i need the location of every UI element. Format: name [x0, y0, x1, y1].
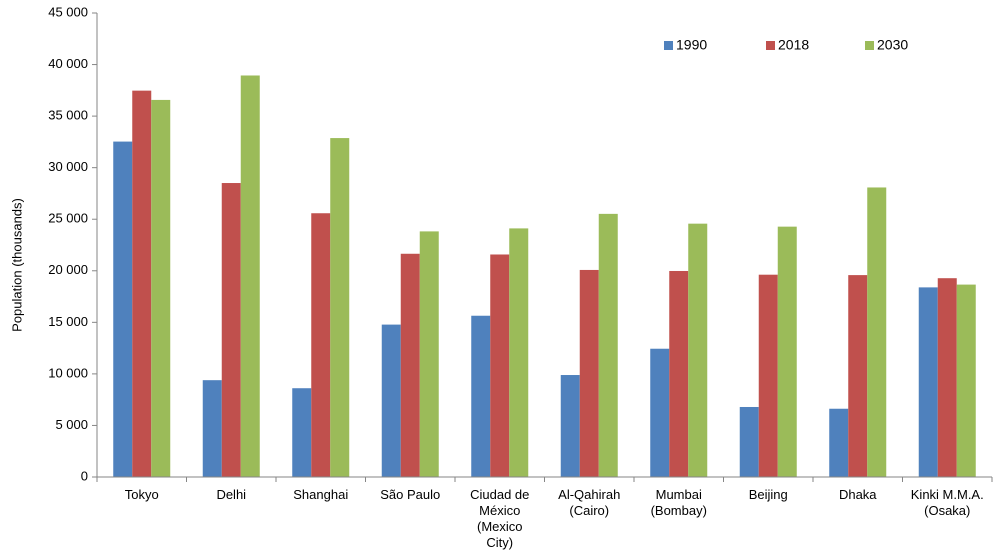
bar-1990 — [650, 348, 670, 477]
bar-1990 — [560, 375, 580, 477]
x-category-label: Shanghai — [293, 487, 348, 502]
bar-1990 — [292, 388, 312, 477]
bar-2030 — [598, 213, 618, 477]
legend-swatch-2030 — [865, 41, 874, 50]
bar-2030 — [867, 187, 887, 478]
bar-2018 — [221, 183, 241, 478]
y-tick-label: 0 — [81, 468, 88, 483]
y-tick-label: 10 000 — [48, 365, 88, 380]
bar-1990 — [202, 380, 222, 477]
x-category-label: Dhaka — [839, 487, 877, 502]
y-tick-label: 30 000 — [48, 159, 88, 174]
bar-2030 — [509, 228, 529, 477]
bar-2018 — [400, 253, 420, 477]
y-tick-label: 45 000 — [48, 4, 88, 19]
bar-2018 — [937, 278, 957, 477]
y-tick-label: 40 000 — [48, 56, 88, 71]
x-category-label: São Paulo — [380, 487, 440, 502]
bar-2018 — [758, 274, 778, 477]
bar-1990 — [381, 324, 401, 477]
bar-2018 — [848, 275, 868, 477]
y-tick-label: 35 000 — [48, 108, 88, 123]
y-axis-title-group: Population (thousands) — [9, 198, 24, 332]
x-category-label: Beijing — [749, 487, 788, 502]
y-axis-ticks: 0 5 000 10 000 15 000 20 000 25 000 30 000 35 0… — [48, 4, 97, 483]
bar-1990 — [918, 287, 938, 477]
x-category-label: Mumbai (Bombay) — [651, 487, 707, 518]
y-tick-label: 25 000 — [48, 211, 88, 226]
bar-2018 — [490, 254, 510, 477]
bars — [113, 75, 976, 478]
bar-1990 — [471, 315, 491, 477]
bar-2030 — [956, 284, 976, 477]
bar-2030 — [777, 226, 797, 477]
bar-2018 — [579, 269, 599, 477]
bar-2030 — [688, 223, 708, 477]
x-category-label: Delhi — [216, 487, 246, 502]
bar-2018 — [311, 213, 331, 478]
legend-swatch-1990 — [664, 41, 673, 50]
x-category-label: Tokyo — [125, 487, 159, 502]
bar-2030 — [330, 138, 350, 477]
legend: 1990 2018 2030 — [664, 37, 908, 53]
legend-label-2030: 2030 — [877, 37, 908, 53]
x-category-label: Kinki M.M.A. (Osaka) — [911, 487, 984, 518]
bar-2030 — [240, 75, 260, 477]
bar-2018 — [669, 270, 689, 477]
legend-swatch-2018 — [766, 41, 775, 50]
x-category-label: Ciudad de México (Mexico City) — [470, 487, 529, 550]
bar-2030 — [419, 231, 439, 477]
legend-label-1990: 1990 — [676, 37, 707, 53]
y-tick-label: 15 000 — [48, 314, 88, 329]
legend-label-2018: 2018 — [778, 37, 809, 53]
bar-2018 — [132, 90, 152, 477]
y-axis-title: Population (thousands) — [9, 198, 24, 332]
y-tick-label: 20 000 — [48, 262, 88, 277]
x-category-label: Al-Qahirah (Cairo) — [558, 487, 620, 518]
bar-1990 — [113, 141, 133, 477]
bar-1990 — [739, 406, 759, 477]
x-axis-labels: Tokyo Delhi Shanghai São Paulo Ciudad de Méxi… — [125, 487, 984, 550]
axes — [96, 13, 993, 482]
y-tick-label: 5 000 — [55, 417, 88, 432]
bar-2030 — [151, 99, 171, 477]
bar-1990 — [829, 408, 849, 477]
